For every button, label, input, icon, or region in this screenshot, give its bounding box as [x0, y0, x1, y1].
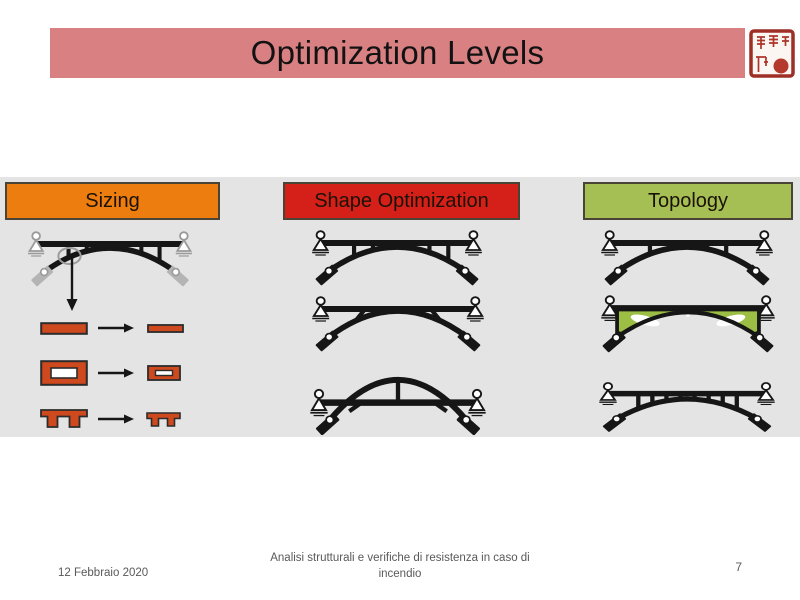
shape-optimization-bridge-1-icon — [308, 229, 486, 291]
header-topology: Topology — [583, 182, 793, 220]
shape-optimization-bridge-2-icon — [308, 295, 488, 357]
topology-bridge-3-icon — [595, 381, 779, 437]
cross-section-solid-large-icon — [40, 322, 88, 335]
down-arrow-icon — [62, 254, 82, 312]
header-sizing-label: Sizing — [85, 189, 140, 212]
header-shape-optimization: Shape Optimization — [283, 182, 520, 220]
cross-section-tee-large-icon — [40, 409, 88, 428]
topology-bridge-1-icon — [597, 229, 777, 291]
sizing-bridge-diagram-icon — [24, 230, 196, 292]
cross-section-solid-small-icon — [147, 324, 184, 333]
right-arrow-icon — [96, 412, 136, 426]
header-shape-optimization-label: Shape Optimization — [314, 189, 489, 212]
right-arrow-icon — [96, 321, 136, 335]
header-sizing: Sizing — [5, 182, 220, 220]
topology-bridge-2-green-icon — [597, 295, 779, 358]
cross-section-tee-small-icon — [146, 412, 181, 427]
university-seal-icon — [749, 29, 795, 78]
cross-section-hollow-small-icon — [147, 365, 181, 381]
cross-section-hollow-large-icon — [40, 360, 88, 386]
title-bar: Optimization Levels — [50, 28, 745, 78]
footer-page-number: 7 — [735, 560, 742, 574]
right-arrow-icon — [96, 366, 136, 380]
footer-date: 12 Febbraio 2020 — [58, 567, 149, 579]
footer-subtitle: Analisi strutturali e verifiche di resis… — [270, 552, 530, 580]
slide-title: Optimization Levels — [250, 34, 545, 71]
shape-optimization-bridge-3-icon — [306, 368, 490, 435]
header-topology-label: Topology — [647, 189, 729, 212]
